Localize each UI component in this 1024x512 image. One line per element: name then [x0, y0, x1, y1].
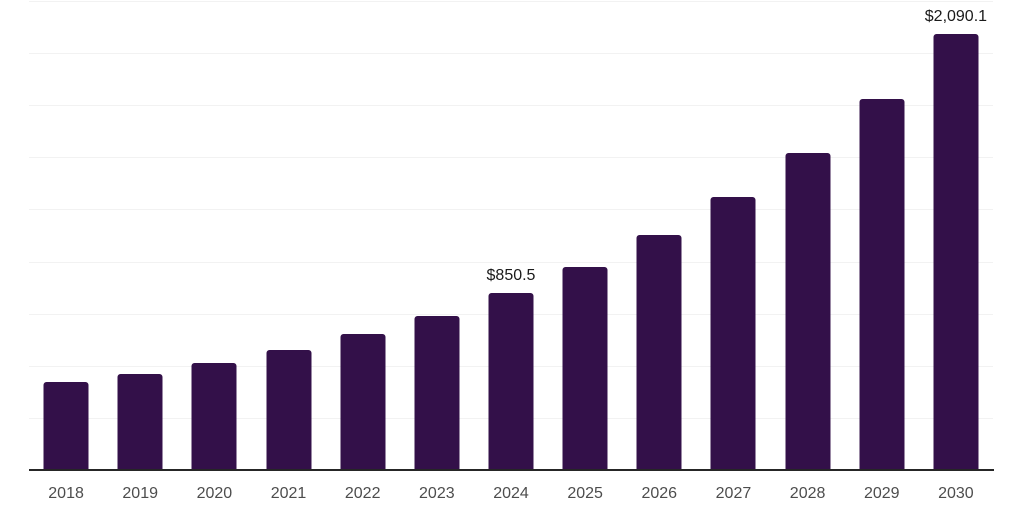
- bar-2025: [562, 266, 608, 470]
- bar-2026: [636, 235, 682, 470]
- x-axis-line: [29, 469, 994, 471]
- bar-slot-2021: [251, 1, 325, 470]
- x-tick-label-2018: 2018: [48, 485, 84, 502]
- bar-value-label-2030: $2,090.1: [924, 8, 988, 26]
- x-tick-label-2024: 2024: [493, 485, 529, 502]
- x-tick-label-2025: 2025: [567, 485, 603, 502]
- bar-slot-2030: $2,090.1: [919, 1, 993, 470]
- bar-2028: [785, 153, 831, 470]
- x-tick-label-2027: 2027: [715, 485, 752, 502]
- bar-2030: [933, 34, 979, 470]
- x-tick-label-2019: 2019: [122, 485, 158, 502]
- bar-slot-2029: [845, 1, 919, 470]
- bar-slot-2023: [400, 1, 474, 470]
- bar-2019: [117, 374, 163, 470]
- gridline-1500: [29, 157, 993, 159]
- bar-value-label-2024: $850.5: [486, 266, 536, 284]
- bar-slot-2022: [326, 1, 400, 470]
- x-tick-label-2023: 2023: [419, 485, 455, 502]
- x-tick-label-2029: 2029: [863, 485, 900, 502]
- bar-2027: [710, 197, 756, 470]
- bar-2022: [340, 334, 386, 470]
- bar-2023: [414, 316, 460, 470]
- bar-slot-2028: [771, 1, 845, 470]
- gridline-2250: [29, 1, 993, 2]
- gridline-2000: [29, 53, 993, 55]
- bar-slot-2018: [29, 1, 103, 470]
- bar-slot-2025: [548, 1, 622, 470]
- bar-slot-2026: [622, 1, 696, 470]
- gridline-1250: [29, 209, 993, 211]
- x-axis-labels: 2018 2019 2020 2021 2022 2023 2024 2025 2026 2027…: [29, 484, 993, 504]
- x-tick-label-2028: 2028: [789, 485, 826, 502]
- x-tick-label-2020: 2020: [196, 485, 233, 502]
- bar-2020: [191, 362, 237, 470]
- x-tick-label-2021: 2021: [270, 485, 307, 502]
- gridline-1000: [29, 261, 993, 263]
- x-tick-label-2022: 2022: [344, 485, 381, 502]
- bar-slot-2024: $850.5: [474, 1, 548, 470]
- bar-2018: [43, 382, 89, 470]
- bar-2021: [266, 350, 312, 470]
- bar-2029: [859, 99, 905, 470]
- bar-slot-2019: [103, 1, 177, 470]
- bar-2024: [488, 292, 534, 470]
- x-tick-label-2030: 2030: [938, 485, 974, 502]
- x-tick-label-2026: 2026: [641, 485, 678, 502]
- plot-area: $850.5 $2,090.1: [29, 1, 993, 470]
- bar-slot-2027: [696, 1, 770, 470]
- bar-slot-2020: [177, 1, 251, 470]
- gridline-1750: [29, 105, 993, 107]
